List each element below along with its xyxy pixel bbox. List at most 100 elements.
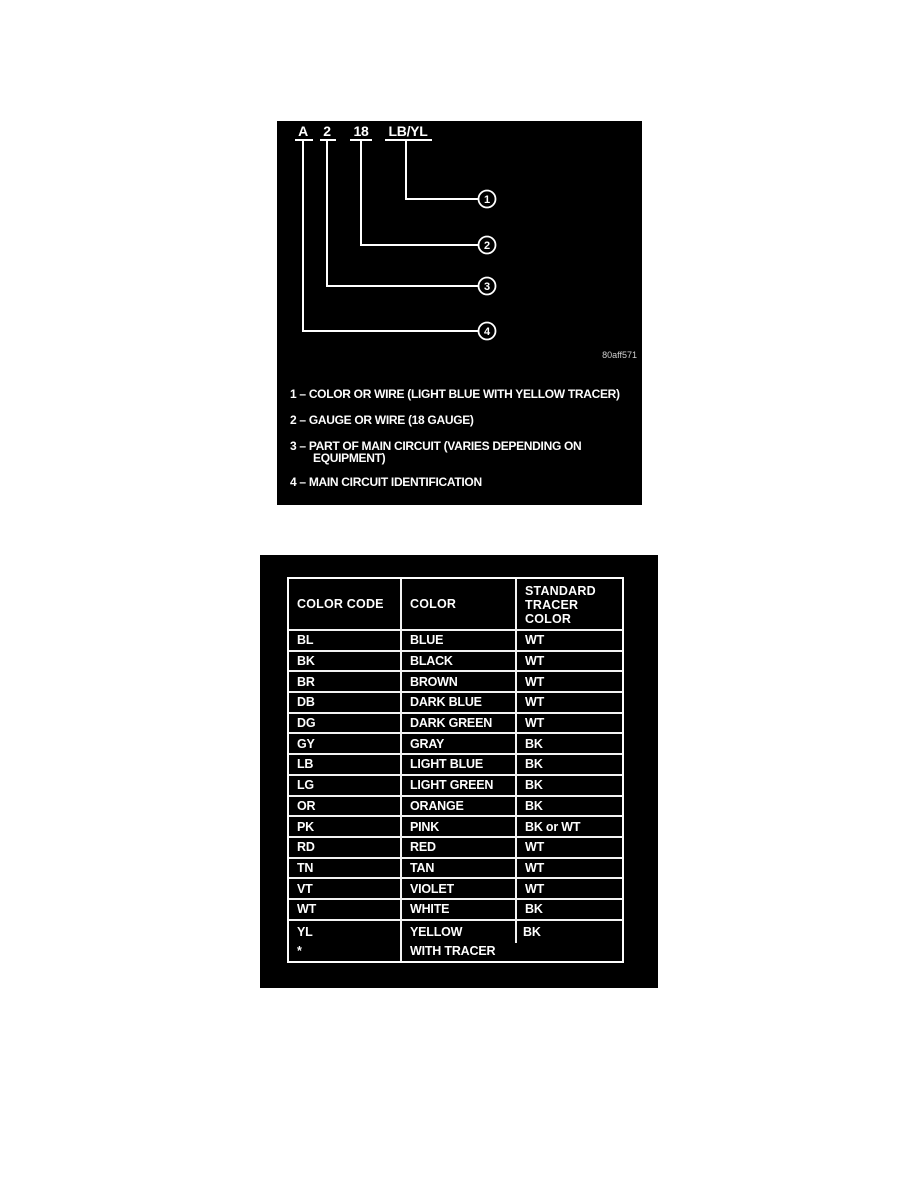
color-cell: WHITE	[400, 899, 515, 919]
color-cell: VIOLET	[400, 879, 515, 898]
color-cell: RED	[400, 837, 515, 857]
partial-column-divider	[515, 920, 517, 943]
code-cell: DB	[297, 695, 315, 710]
tracer-cell: BK	[515, 755, 622, 774]
callout-number-1: 1	[484, 194, 490, 206]
callout-line-4	[302, 140, 478, 332]
callout-circle-4	[477, 321, 497, 341]
tracer-cell: WT	[515, 672, 622, 692]
wire-code-diagram-panel: A 2 18 LB/YL 1 2 3 4 80aff571	[277, 121, 642, 505]
tracer-cell: WT	[515, 693, 622, 712]
color-cell: TAN	[400, 858, 515, 878]
header-tracer-line-1: STANDARD	[525, 584, 596, 598]
table-row: OR ORANGE BK	[289, 794, 622, 816]
tracer-cell: WT	[515, 651, 622, 671]
tracer-cell: BK	[515, 734, 622, 754]
color-cell: LIGHT GREEN	[400, 775, 515, 795]
header-standard-tracer-color: STANDARD TRACER COLOR	[515, 579, 622, 629]
code-cell: DG	[297, 716, 316, 731]
tracer-cell: BK	[515, 796, 622, 816]
color-cell: DARK GREEN	[400, 713, 515, 733]
code-cell: LB	[297, 757, 314, 772]
code-cell: LG	[297, 778, 314, 793]
table-row: DG DARK GREEN WT	[289, 711, 622, 733]
callout-circle-1	[477, 189, 497, 209]
callout-number-2: 2	[484, 240, 490, 252]
tracer-cell: WT	[515, 858, 622, 878]
code-part-main-circuit: A	[298, 123, 308, 139]
code-line-1: YL	[297, 924, 313, 939]
color-cell: ORANGE	[400, 796, 515, 816]
table-row: GY GRAY BK	[289, 732, 622, 754]
tracer-cell: WT	[515, 631, 622, 650]
legend-item-3: 3 – PART OF MAIN CIRCUIT (VARIES DEPENDI…	[290, 439, 582, 453]
table-row: DB DARK BLUE WT	[289, 691, 622, 712]
tracer-cell: WT	[515, 713, 622, 733]
color-cell: BROWN	[400, 672, 515, 692]
code-cell: TN	[297, 860, 314, 875]
color-cell: BLUE	[400, 631, 515, 650]
code-part-color: LB/YL	[389, 123, 429, 139]
color-cell: PINK	[400, 817, 515, 836]
tracer-cell: WT	[515, 879, 622, 898]
code-line-2-asterisk: *	[297, 943, 302, 958]
code-cell: OR	[297, 798, 316, 813]
legend-item-1: 1 – COLOR OR WIRE (LIGHT BLUE WITH YELLO…	[290, 387, 620, 401]
legend-item-4: 4 – MAIN CIRCUIT IDENTIFICATION	[290, 475, 482, 489]
header-color: COLOR	[400, 579, 515, 629]
color-cell: GRAY	[400, 734, 515, 754]
wire-code-diagram: A 2 18 LB/YL 1 2 3 4 80aff571	[295, 123, 637, 360]
code-part-circuit-part: 2	[323, 123, 331, 139]
table-row-yellow-with-tracer: YL * YELLOW WITH TRACER BK	[289, 918, 622, 961]
code-part-gauge: 18	[354, 123, 369, 139]
callout-circle-3	[477, 276, 497, 296]
table-row: RD RED WT	[289, 835, 622, 857]
tracer-cell: WT	[515, 837, 622, 857]
code-cell: VT	[297, 881, 313, 896]
table-row: PK PINK BK or WT	[289, 815, 622, 836]
legend-item-2: 2 – GAUGE OR WIRE (18 GAUGE)	[290, 413, 474, 427]
tracer-cell: BK or WT	[515, 817, 622, 836]
color-cell: YELLOW WITH TRACER	[400, 920, 515, 961]
color-cell: DARK BLUE	[400, 693, 515, 712]
table-row: TN TAN WT	[289, 856, 622, 878]
code-cell: BL	[297, 633, 314, 648]
code-cell: GY	[297, 736, 315, 751]
code-cell: RD	[297, 840, 315, 855]
table-row: LB LIGHT BLUE BK	[289, 753, 622, 774]
tracer-cell: BK	[515, 899, 622, 919]
callout-number-4: 4	[484, 326, 491, 338]
code-cell: WT	[297, 902, 317, 917]
code-cell: YL *	[289, 921, 400, 961]
table-row: VT VIOLET WT	[289, 877, 622, 898]
color-line-1: YELLOW	[410, 924, 463, 939]
tracer-cell: BK	[515, 920, 622, 961]
callout-line-2	[360, 140, 478, 246]
legend-item-3-continued: EQUIPMENT)	[313, 451, 386, 465]
header-color-code: COLOR CODE	[297, 597, 384, 611]
color-line-2: WITH TRACER	[410, 943, 496, 958]
tracer-value: BK	[523, 924, 541, 939]
table-header-row: COLOR CODE COLOR STANDARD TRACER COLOR	[289, 579, 622, 629]
color-cell: LIGHT BLUE	[400, 755, 515, 774]
callout-line-3	[326, 140, 478, 287]
figure-watermark: 80aff571	[602, 350, 637, 360]
code-cell: PK	[297, 819, 314, 834]
tracer-cell: BK	[515, 775, 622, 795]
header-tracer-line-2: TRACER	[525, 598, 579, 612]
callout-circle-2	[477, 235, 497, 255]
table-row: BL BLUE WT	[289, 629, 622, 650]
code-cell: BK	[297, 654, 315, 669]
table-row: WT WHITE BK	[289, 897, 622, 919]
callout-number-3: 3	[484, 281, 490, 293]
color-cell: BLACK	[400, 651, 515, 671]
color-code-table-panel: COLOR CODE COLOR STANDARD TRACER COLOR B…	[260, 555, 658, 988]
header-tracer-line-3: COLOR	[525, 612, 572, 626]
code-cell: BR	[297, 674, 315, 689]
table-row: BK BLACK WT	[289, 649, 622, 671]
color-code-table: COLOR CODE COLOR STANDARD TRACER COLOR B…	[287, 577, 624, 963]
table-row: LG LIGHT GREEN BK	[289, 773, 622, 795]
callout-line-1	[405, 140, 478, 200]
table-row: BR BROWN WT	[289, 670, 622, 692]
